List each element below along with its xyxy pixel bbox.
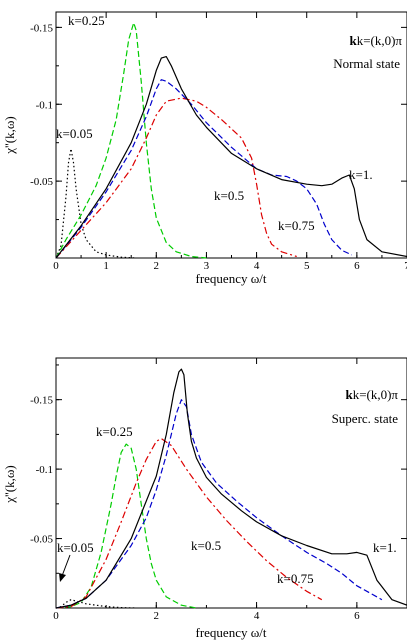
k005-arrow-head	[59, 573, 66, 582]
series-label-k075: k=0.75	[277, 571, 314, 586]
series-label-k025: k=0.25	[68, 13, 105, 28]
series-label-k005: k=0.05	[56, 126, 93, 141]
series-label-k05: k=0.5	[214, 188, 244, 203]
series-line-k05	[55, 438, 323, 609]
x-axis-label: frequency ω/t	[196, 625, 267, 640]
series-label-k05: k=0.5	[191, 538, 221, 553]
wavevector-annotation: kk=(k,0)π	[345, 387, 398, 402]
series-label-k025: k=0.25	[96, 424, 133, 439]
x-tick-label: 7	[404, 260, 407, 272]
y-tick-label: -0.1	[36, 99, 53, 111]
series-label-k005: k=0.05	[57, 540, 94, 555]
series-line-k1	[55, 55, 407, 259]
x-tick-label: 4	[254, 610, 260, 622]
plot-frame	[55, 357, 407, 609]
y-axis-label: χ''(k,ω)	[2, 116, 17, 154]
x-tick-label: 1	[103, 260, 109, 272]
y-tick-label: -0.05	[30, 176, 53, 188]
state-annotation: Superc. state	[332, 411, 399, 426]
wavevector-annotation-text: k=(k,0)π	[353, 387, 399, 402]
series-line-k05	[55, 97, 297, 259]
y-axis-label: χ''(k,ω)	[2, 465, 17, 503]
wavevector-annotation: kk=(k,0)π	[349, 33, 402, 48]
wavevector-annotation-text: k=(k,0)π	[357, 33, 403, 48]
series-label-k1: k=1.	[349, 167, 373, 182]
series-line-k025	[55, 22, 207, 259]
x-tick-label: 0	[53, 610, 59, 622]
y-tick-label: -0.05	[30, 534, 53, 546]
x-tick-label: 6	[354, 610, 360, 622]
x-tick-label: 2	[154, 260, 160, 272]
state-annotation: Normal state	[333, 56, 400, 71]
y-tick-label: -0.15	[30, 395, 53, 407]
x-tick-label: 0	[53, 260, 59, 272]
chart-superconducting-state: 0 2 4 6 -0.05 -0.1 -0.15 frequency ω/t χ''(k,ω…	[2, 357, 407, 640]
series-label-k1: k=1.	[373, 540, 397, 555]
chart-normal-state: 0 1 2 3 4 5 6 7 -0.05 -0.1 -0.15 frequency ω/t χ''…	[2, 11, 407, 286]
x-tick-label: 6	[354, 260, 360, 272]
series-line-k005	[55, 148, 137, 259]
series-line-k1	[55, 368, 407, 609]
y-tick-label: -0.15	[30, 22, 53, 34]
series-line-k075	[55, 79, 353, 259]
x-tick-label: 5	[304, 260, 310, 272]
y-tick-label: -0.1	[36, 464, 53, 476]
series-line-k025	[55, 443, 197, 609]
x-axis-label: frequency ω/t	[196, 271, 267, 286]
x-tick-label: 2	[154, 610, 160, 622]
plot-frame	[55, 11, 407, 259]
k005-arrow	[61, 554, 71, 577]
x-tick-label: 4	[254, 260, 260, 272]
series-label-k075: k=0.75	[278, 218, 315, 233]
x-tick-label: 3	[204, 260, 210, 272]
